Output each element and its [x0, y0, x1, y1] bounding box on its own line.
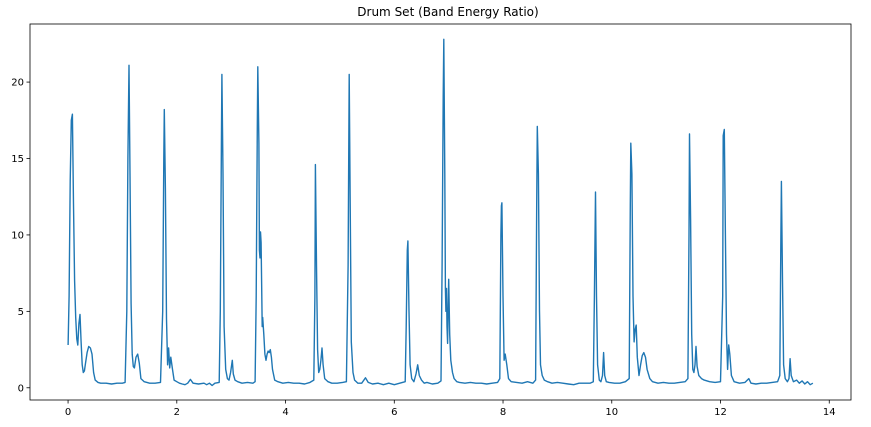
x-tick-label: 0 — [65, 407, 71, 418]
x-tick-label: 10 — [605, 407, 618, 418]
series-line — [67, 38, 814, 387]
x-tick-label: 8 — [500, 407, 506, 418]
y-tick-label: 15 — [11, 154, 24, 165]
y-axis: 0 5 10 15 20 — [11, 78, 30, 394]
x-tick-label: 12 — [714, 407, 727, 418]
y-tick-label: 5 — [18, 307, 24, 318]
y-tick-label: 20 — [11, 78, 24, 89]
x-tick-label: 6 — [391, 407, 397, 418]
x-tick-label: 2 — [174, 407, 180, 418]
x-tick-label: 4 — [282, 407, 288, 418]
y-tick-label: 10 — [11, 230, 24, 241]
plot-frame — [29, 23, 852, 401]
y-tick-label: 0 — [18, 383, 24, 394]
plot-area — [67, 38, 814, 387]
x-tick-label: 14 — [823, 407, 836, 418]
x-axis: 0 2 4 6 8 10 12 14 — [65, 400, 836, 418]
chart-title: Drum Set (Band Energy Ratio) — [357, 5, 538, 19]
